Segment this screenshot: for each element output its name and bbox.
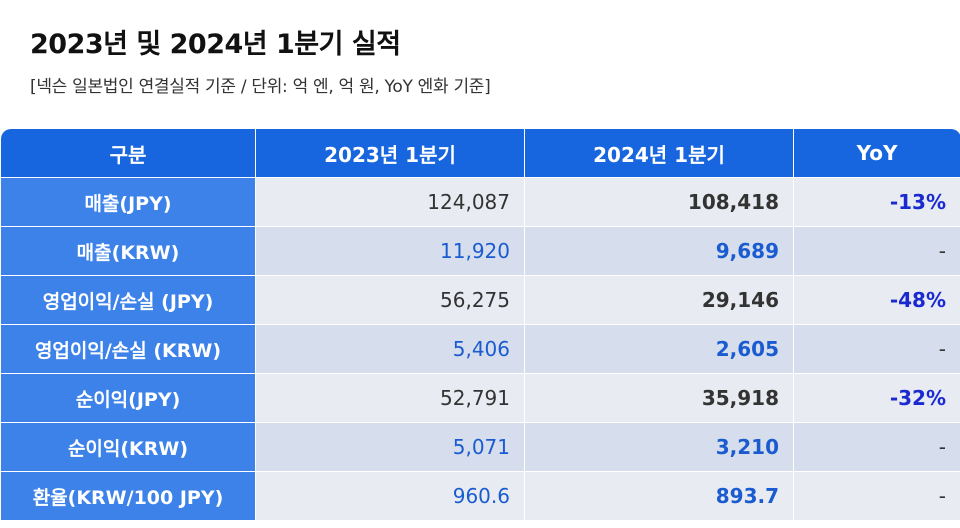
- row-label: 순이익(JPY): [0, 373, 256, 423]
- table-cell: 2,605: [524, 324, 794, 374]
- table-row: 환율(KRW/100 JPY) 960.6 893.7-: [0, 471, 960, 521]
- table-cell: -48%: [793, 275, 960, 325]
- header-cell: 2023년 1분기: [255, 128, 525, 178]
- row-label: 순이익(KRW): [0, 422, 256, 472]
- table-row: 매출(JPY) 124,087 108,418 -13%: [0, 177, 960, 227]
- table-row: 매출(KRW) 11,920 9,689-: [0, 226, 960, 276]
- table-cell: 29,146: [524, 275, 794, 325]
- table-cell: 893.7: [524, 471, 794, 521]
- table-cell: 3,210: [524, 422, 794, 472]
- table-cell: 11,920: [255, 226, 525, 276]
- row-label: 영업이익/손실 (KRW): [0, 324, 256, 374]
- table-row: 순이익(KRW) 5,071 3,210-: [0, 422, 960, 472]
- header-cell: YoY: [793, 128, 960, 178]
- table-cell: 9,689: [524, 226, 794, 276]
- table-cell: 5,071: [255, 422, 525, 472]
- table-row: 영업이익/손실 (KRW) 5,406 2,605-: [0, 324, 960, 374]
- row-label: 환율(KRW/100 JPY): [0, 471, 256, 521]
- table-cell: -32%: [793, 373, 960, 423]
- header-row: 구분 2023년 1분기 2024년 1분기 YoY: [0, 128, 960, 178]
- subtitle: [넥슨 일본법인 연결실적 기준 / 단위: 억 엔, 억 원, YoY 엔화 …: [30, 77, 491, 97]
- table-cell: -: [793, 324, 960, 374]
- table-cell: 52,791: [255, 373, 525, 423]
- table-cell: -: [793, 471, 960, 521]
- row-label: 영업이익/손실 (JPY): [0, 275, 256, 325]
- table-cell: 5,406: [255, 324, 525, 374]
- row-label: 매출(JPY): [0, 177, 256, 227]
- header-cell: 구분: [0, 128, 256, 178]
- title: 2023년 및 2024년 1분기 실적: [30, 29, 401, 60]
- table-cell: 56,275: [255, 275, 525, 325]
- table-cell: -: [793, 422, 960, 472]
- header-cell: 2024년 1분기: [524, 128, 794, 178]
- table-cell: -13%: [793, 177, 960, 227]
- results-table: 구분 2023년 1분기 2024년 1분기 YoY 매출(JPY) 124,08…: [0, 128, 960, 521]
- table-cell: 124,087: [255, 177, 525, 227]
- table-row: 영업이익/손실 (JPY) 56,275 29,146 -48%: [0, 275, 960, 325]
- table-row: 순이익(JPY) 52,791 35,918 -32%: [0, 373, 960, 423]
- table-cell: 960.6: [255, 471, 525, 521]
- table-cell: -: [793, 226, 960, 276]
- row-label: 매출(KRW): [0, 226, 256, 276]
- table-cell: 35,918: [524, 373, 794, 423]
- table-cell: 108,418: [524, 177, 794, 227]
